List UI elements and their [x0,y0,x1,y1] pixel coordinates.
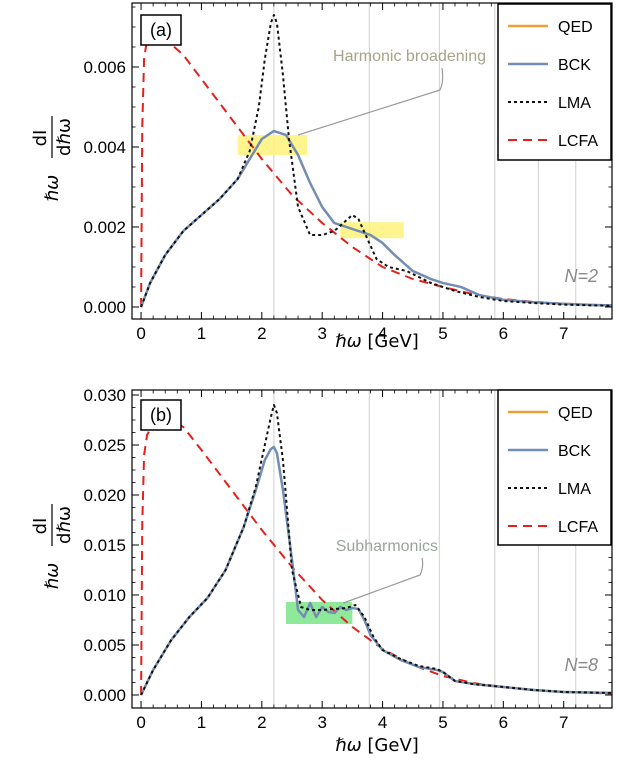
y-tick-label: 0.025 [83,436,126,455]
panel-label: (b) [150,405,172,425]
annotation-text: Subharmonics [336,538,438,555]
plot-frame [131,2,613,320]
x-tick-label: 1 [197,713,206,732]
y-axis-label: ℏω dI dℏω [30,116,75,201]
y-axis-label-prefix: ℏω [42,175,63,201]
highlight-box [340,222,404,239]
x-tick-label: 4 [378,713,387,732]
x-tick-label: 1 [197,324,206,343]
y-axis-label-prefix: ℏω [42,563,63,589]
annotation-leader [297,67,444,136]
y-axis-label-denominator: dℏω [54,506,75,544]
legend-label-lcfa: LCFA [558,133,598,150]
x-tick-label: 4 [378,324,387,343]
x-tick-label: 6 [499,713,508,732]
y-tick-label: 0.030 [83,386,126,405]
y-tick-label: 0.000 [83,686,126,705]
annotation-text: Harmonic broadening [333,48,486,65]
x-tick-label: 3 [317,324,326,343]
x-tick-label: 0 [136,324,145,343]
legend-label-qed: QED [558,405,593,422]
legend-label-lma: LMA [558,95,591,112]
x-tick-label: 7 [559,713,568,732]
x-tick-label: 2 [257,324,266,343]
plot-frame [131,389,613,709]
annotation-leader [343,557,424,604]
legend-label-bck: BCK [558,443,591,460]
y-axis-label-denominator: dℏω [54,118,75,156]
x-axis-label: ℏω [GeV] [335,331,419,352]
panel-label-box [140,399,182,431]
x-tick-label: 7 [559,324,568,343]
legend: QED BCK LMA LCFA [497,3,612,161]
y-axis-label: ℏω dI dℏω [30,504,75,589]
legend-label-qed: QED [558,19,593,36]
x-tick-label: 3 [317,713,326,732]
panel-b: 0 1 2 3 4 5 6 7 0.000 0.005 0.010 0.015 0.020 0.025 0.… [30,386,613,756]
y-tick-label: 0.010 [83,586,126,605]
y-axis-label-numerator: dI [30,518,51,535]
y-axis-label-numerator: dI [30,130,51,147]
legend-label-lma: LMA [558,481,591,498]
x-tick-label: 5 [438,324,447,343]
y-tick-label: 0.002 [83,218,126,237]
harmonic-count-label: N=2 [564,266,598,286]
legend-label-lcfa: LCFA [558,519,598,536]
x-axis-label: ℏω [GeV] [335,735,419,756]
panel-a: 0 1 2 3 4 5 6 7 0.000 0.002 0.004 0.006 ℏω [GeV] ℏω dI… [30,2,613,352]
legend-box [497,3,612,161]
legend-label-bck: BCK [558,57,591,74]
y-tick-label: 0.000 [83,298,126,317]
x-tick-label: 6 [499,324,508,343]
y-tick-label: 0.020 [83,486,126,505]
harmonic-count-label: N=8 [564,655,598,675]
y-tick-label: 0.004 [83,138,126,157]
y-tick-label: 0.005 [83,636,126,655]
legend-box [497,389,612,546]
y-tick-label: 0.015 [83,536,126,555]
x-tick-label: 5 [438,713,447,732]
y-tick-label: 0.006 [83,58,126,77]
x-tick-label: 0 [136,713,145,732]
panel-label: (a) [150,20,172,40]
legend: QED BCK LMA LCFA [497,389,612,546]
x-tick-label: 2 [257,713,266,732]
panel-label-box [140,14,182,46]
